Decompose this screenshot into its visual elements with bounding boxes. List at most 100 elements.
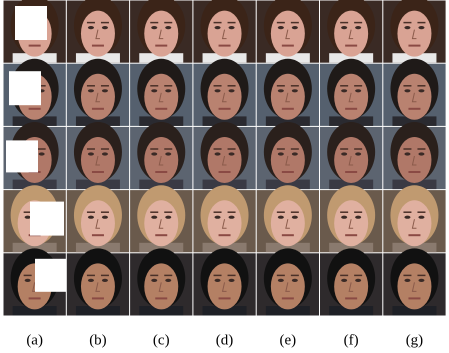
eye xyxy=(102,89,108,92)
occlusion-block xyxy=(30,202,64,236)
face-image xyxy=(193,122,255,189)
face xyxy=(144,200,178,246)
eye xyxy=(418,26,424,29)
eye xyxy=(278,89,284,92)
face xyxy=(208,200,242,246)
eye xyxy=(355,89,361,92)
face xyxy=(208,137,242,183)
face-image xyxy=(130,0,192,63)
face-image xyxy=(320,185,382,252)
eye xyxy=(229,216,235,219)
face xyxy=(81,137,115,183)
face-image xyxy=(320,248,382,315)
face-image xyxy=(383,59,445,126)
eye xyxy=(88,152,94,155)
eye xyxy=(341,216,347,219)
face-image xyxy=(257,185,319,252)
eye xyxy=(418,279,424,282)
face xyxy=(397,11,431,57)
eye xyxy=(215,152,221,155)
face xyxy=(334,200,368,246)
face-image xyxy=(130,185,192,252)
eye xyxy=(88,89,94,92)
face-image xyxy=(257,248,319,315)
eye xyxy=(418,89,424,92)
face-image xyxy=(257,0,319,63)
face-image xyxy=(4,185,66,252)
face xyxy=(334,11,368,57)
face xyxy=(208,263,242,309)
eye xyxy=(341,89,347,92)
eye xyxy=(88,279,94,282)
eye xyxy=(418,152,424,155)
face xyxy=(81,263,115,309)
face-image xyxy=(67,59,129,126)
eye xyxy=(404,89,410,92)
face-image xyxy=(4,248,69,315)
face-image xyxy=(193,0,255,63)
face-image xyxy=(4,122,66,189)
eye xyxy=(165,89,171,92)
eye xyxy=(341,26,347,29)
column-label: (c) xyxy=(153,332,170,348)
eye xyxy=(278,279,284,282)
eye xyxy=(292,279,298,282)
eye xyxy=(151,152,157,155)
eye xyxy=(215,89,221,92)
column-label: (b) xyxy=(89,332,107,348)
eye xyxy=(404,152,410,155)
column-label: (f) xyxy=(344,332,359,348)
face-image xyxy=(193,248,255,315)
face-image xyxy=(383,248,445,315)
face-image xyxy=(383,122,445,189)
occlusion-block xyxy=(6,140,38,172)
eye xyxy=(355,26,361,29)
face xyxy=(144,263,178,309)
face xyxy=(397,200,431,246)
eye xyxy=(165,152,171,155)
face-image xyxy=(257,122,319,189)
eye xyxy=(215,279,221,282)
eye xyxy=(341,279,347,282)
eye xyxy=(229,152,235,155)
face-image xyxy=(193,59,255,126)
eye xyxy=(165,279,171,282)
eye xyxy=(215,26,221,29)
eye xyxy=(102,216,108,219)
eye xyxy=(151,89,157,92)
eye xyxy=(292,216,298,219)
figure: (a)(b)(c)(d)(e)(f)(g) xyxy=(0,0,449,353)
face-image xyxy=(320,59,382,126)
face xyxy=(334,74,368,120)
face-image xyxy=(320,122,382,189)
occlusion-block xyxy=(15,6,47,40)
face-image xyxy=(320,0,382,63)
eye xyxy=(102,152,108,155)
occlusion-block xyxy=(9,71,41,105)
face-image xyxy=(383,0,445,63)
eye xyxy=(151,216,157,219)
eye xyxy=(355,152,361,155)
face xyxy=(208,11,242,57)
face xyxy=(81,11,115,57)
eye xyxy=(278,152,284,155)
face xyxy=(397,263,431,309)
face xyxy=(144,11,178,57)
eye xyxy=(151,279,157,282)
face-image xyxy=(130,59,192,126)
face-image xyxy=(130,122,192,189)
eye xyxy=(165,26,171,29)
face xyxy=(271,74,305,120)
eye xyxy=(292,26,298,29)
face xyxy=(271,263,305,309)
eye xyxy=(102,26,108,29)
eye xyxy=(355,279,361,282)
eye xyxy=(355,216,361,219)
face xyxy=(397,74,431,120)
face-image xyxy=(383,185,445,252)
eye xyxy=(292,89,298,92)
eye xyxy=(39,152,45,155)
eye xyxy=(215,216,221,219)
face-image xyxy=(4,59,66,126)
column-label: (d) xyxy=(216,332,234,348)
